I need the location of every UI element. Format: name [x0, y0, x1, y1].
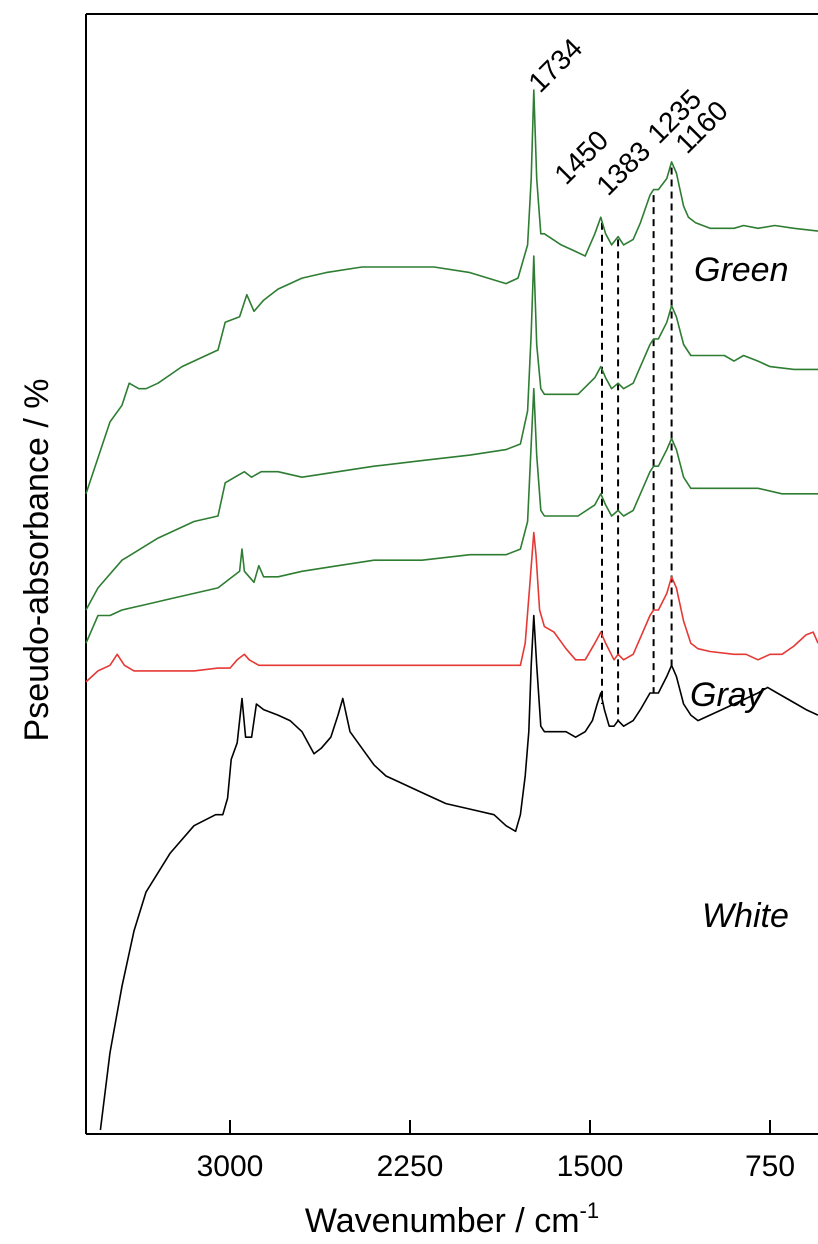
series-line-unlabeled-2	[85, 387, 818, 644]
x-axis-title-sup: -1	[580, 1198, 600, 1223]
x-axis-title: Wavenumber / cm-1	[305, 1198, 599, 1240]
series-line-green	[85, 89, 818, 495]
spectra-series	[85, 89, 818, 1131]
peak-guide-lines	[601, 167, 673, 721]
series-label-white: White	[702, 897, 789, 935]
series-label-green: Green	[694, 251, 789, 289]
x-tick-label-3000: 3000	[197, 1150, 264, 1183]
series-labels: Green Gray White	[690, 251, 789, 935]
x-tick-label-1500: 1500	[557, 1150, 624, 1183]
x-tick-label-750: 750	[745, 1150, 795, 1183]
series-line-unlabeled-1	[85, 255, 818, 611]
series-line-white	[99, 614, 818, 1131]
x-axis-ticks: 3000 2250 1500 750	[197, 1120, 795, 1183]
x-axis-title-main: Wavenumber / cm	[305, 1202, 580, 1240]
peak-labels: 1734 1450 1383 1235 1160	[522, 32, 734, 201]
series-label-gray: Gray	[690, 676, 766, 714]
x-tick-label-2250: 2250	[377, 1150, 444, 1183]
y-axis-title: Pseudo-absorbance / %	[18, 379, 56, 742]
peak-label-1734: 1734	[522, 32, 588, 98]
series-line-gray	[85, 531, 818, 683]
plot-frame	[85, 13, 818, 1135]
